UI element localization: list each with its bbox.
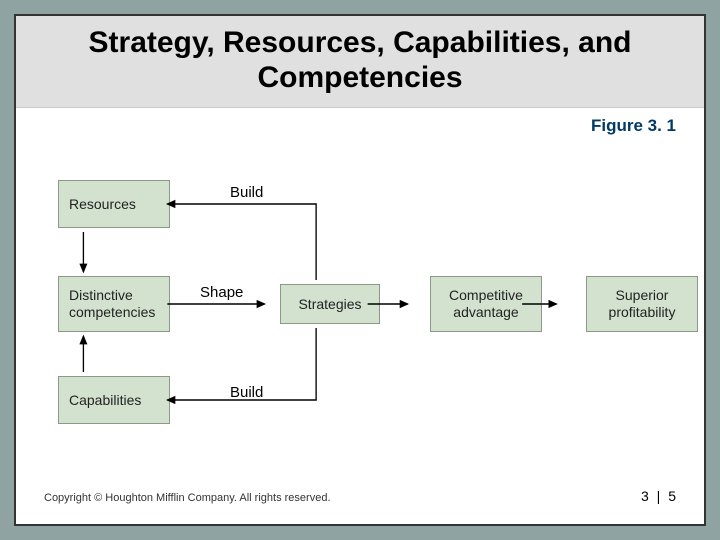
node-strategies: Strategies [280,284,380,324]
node-competencies: Distinctive competencies [58,276,170,332]
node-label: Strategies [298,296,361,313]
node-resources: Resources [58,180,170,228]
node-label: Capabilities [69,392,141,409]
node-label: Competitive advantage [441,287,531,321]
arrow-strategies-build-resources [167,204,316,280]
diagram: Resources Distinctive competencies Capab… [30,166,690,466]
node-label: Superior profitability [597,287,687,321]
node-advantage: Competitive advantage [430,276,542,332]
copyright: Copyright © Houghton Mifflin Company. Al… [44,492,331,504]
edge-label-build-top: Build [230,184,263,201]
node-label: Resources [69,196,136,213]
figure-label: Figure 3. 1 [591,116,676,136]
node-profitability: Superior profitability [586,276,698,332]
page-number: 3 | 5 [641,488,676,504]
inner-frame: Strategy, Resources, Capabilities, and C… [14,14,706,526]
node-capabilities: Capabilities [58,376,170,424]
footer: Copyright © Houghton Mifflin Company. Al… [44,488,676,504]
title-bar: Strategy, Resources, Capabilities, and C… [16,16,704,108]
page-chapter: 3 [641,488,649,504]
edge-label-build-bottom: Build [230,384,263,401]
page-separator: | [653,488,665,504]
edge-label-shape: Shape [200,284,243,301]
page-title: Strategy, Resources, Capabilities, and C… [36,26,684,95]
node-label: Distinctive competencies [69,287,159,321]
page-num: 5 [668,488,676,504]
